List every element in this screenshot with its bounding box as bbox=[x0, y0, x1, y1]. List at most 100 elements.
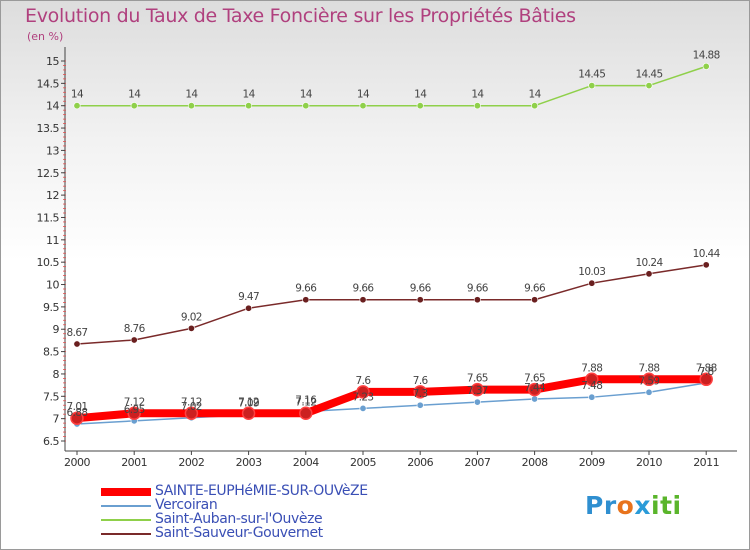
series-point bbox=[73, 102, 81, 110]
data-label: 7.37 bbox=[467, 385, 488, 397]
series-point bbox=[359, 102, 367, 110]
y-tick-label: 11.5 bbox=[37, 211, 60, 224]
y-tick-label: 7 bbox=[53, 413, 60, 426]
data-label: 7.01 bbox=[67, 401, 88, 413]
chart-title: Evolution du Taux de Taxe Foncière sur l… bbox=[25, 5, 576, 27]
x-tick-label: 2010 bbox=[636, 456, 662, 469]
y-tick-label: 8.5 bbox=[43, 346, 59, 359]
data-label: 14.45 bbox=[578, 69, 605, 81]
legend-label: Saint-Auban-sur-l'Ouvèze bbox=[155, 511, 323, 527]
data-label: 14 bbox=[357, 89, 370, 101]
y-tick-label: 7.5 bbox=[43, 390, 59, 403]
data-label: 7.6 bbox=[413, 375, 429, 387]
series-point bbox=[245, 304, 253, 312]
x-tick-label: 2008 bbox=[522, 456, 548, 469]
series-line bbox=[73, 375, 711, 423]
series-point bbox=[527, 382, 542, 397]
series-point bbox=[359, 404, 367, 412]
series-point bbox=[127, 406, 141, 421]
data-label: 9.66 bbox=[353, 283, 375, 295]
x-tick-label: 2003 bbox=[236, 456, 262, 469]
data-label: 7.23 bbox=[353, 391, 374, 403]
series-point bbox=[588, 82, 596, 90]
legend-swatch bbox=[101, 488, 151, 496]
y-tick-label: 11 bbox=[46, 234, 59, 247]
data-label: 7.12 bbox=[238, 396, 259, 408]
data-label: 7.3 bbox=[413, 388, 428, 400]
data-label: 14 bbox=[243, 89, 256, 101]
x-tick-label: 2001 bbox=[121, 456, 147, 469]
y-tick-label: 6.5 bbox=[43, 435, 59, 448]
series-line bbox=[76, 264, 707, 345]
series-point bbox=[645, 270, 653, 278]
y-tick-label: 15 bbox=[46, 55, 59, 68]
x-tick-label: 2005 bbox=[350, 456, 376, 469]
series-point bbox=[356, 385, 370, 399]
series-point bbox=[416, 401, 424, 409]
y-tick-label: 13 bbox=[46, 144, 59, 157]
data-label: 7.65 bbox=[524, 373, 545, 385]
series-point bbox=[130, 336, 138, 344]
x-tick-label: 2004 bbox=[293, 456, 319, 469]
series-point bbox=[241, 406, 256, 421]
data-label: 7.12 bbox=[124, 396, 145, 408]
data-label: 6.95 bbox=[124, 404, 145, 416]
data-label: 8.76 bbox=[124, 323, 146, 335]
data-label: 9.66 bbox=[467, 283, 489, 295]
data-label: 7.59 bbox=[639, 375, 660, 387]
series-point bbox=[302, 102, 310, 110]
y-tick-label: 13.5 bbox=[37, 122, 60, 135]
data-label: 14 bbox=[300, 89, 313, 101]
data-label: 10.44 bbox=[693, 248, 721, 260]
y-tick-label: 10 bbox=[46, 279, 59, 292]
series-point bbox=[187, 102, 195, 110]
data-label: 14.88 bbox=[693, 49, 720, 61]
series-point bbox=[642, 372, 656, 387]
x-tick-label: 2002 bbox=[178, 456, 204, 469]
series-point bbox=[187, 324, 195, 332]
data-label: 10.24 bbox=[635, 257, 663, 269]
y-tick-label: 9.5 bbox=[43, 301, 59, 314]
legend-label: Vercoiran bbox=[155, 497, 218, 513]
data-label: 14 bbox=[185, 89, 198, 101]
y-tick-label: 10.5 bbox=[37, 256, 60, 269]
data-label: 7.09 bbox=[238, 398, 259, 410]
series-point bbox=[73, 340, 81, 348]
legend-label: Saint-Sauveur-Gouvernet bbox=[155, 525, 323, 541]
data-label: 7.44 bbox=[524, 382, 546, 394]
y-tick-label: 12 bbox=[46, 189, 59, 202]
data-label: 7.02 bbox=[181, 401, 202, 413]
data-label: 14 bbox=[128, 89, 141, 101]
data-label: 14 bbox=[71, 89, 84, 101]
series-point bbox=[473, 102, 481, 110]
series-point bbox=[702, 261, 710, 269]
data-label: 7.12 bbox=[181, 396, 202, 408]
data-label: 8.67 bbox=[67, 327, 88, 339]
series-line bbox=[76, 65, 707, 107]
series-point bbox=[359, 296, 367, 304]
series-point bbox=[416, 102, 424, 110]
data-label: 7.6 bbox=[356, 375, 372, 387]
legend-swatch bbox=[101, 505, 151, 507]
series-point bbox=[531, 102, 539, 110]
data-label: 7.12 bbox=[295, 396, 316, 408]
x-tick-label: 2009 bbox=[579, 456, 605, 469]
data-label: 14 bbox=[529, 89, 542, 101]
series-point bbox=[585, 372, 599, 387]
data-label: 9.02 bbox=[181, 311, 202, 323]
y-tick-label: 14 bbox=[46, 100, 59, 113]
data-label: 9.47 bbox=[238, 291, 259, 303]
data-label: 7.88 bbox=[639, 362, 660, 374]
series-point bbox=[245, 102, 253, 110]
series-point bbox=[699, 372, 713, 387]
series-point bbox=[531, 395, 539, 403]
y-tick-label: 14.5 bbox=[37, 77, 60, 90]
series-point bbox=[531, 296, 539, 304]
unit-label: (en %) bbox=[27, 30, 64, 43]
series-point bbox=[413, 385, 427, 399]
data-label: 7.8 bbox=[699, 366, 714, 378]
data-label: 7.16 bbox=[295, 394, 317, 406]
x-tick-label: 2000 bbox=[64, 456, 90, 469]
data-label: 10.03 bbox=[578, 266, 605, 278]
